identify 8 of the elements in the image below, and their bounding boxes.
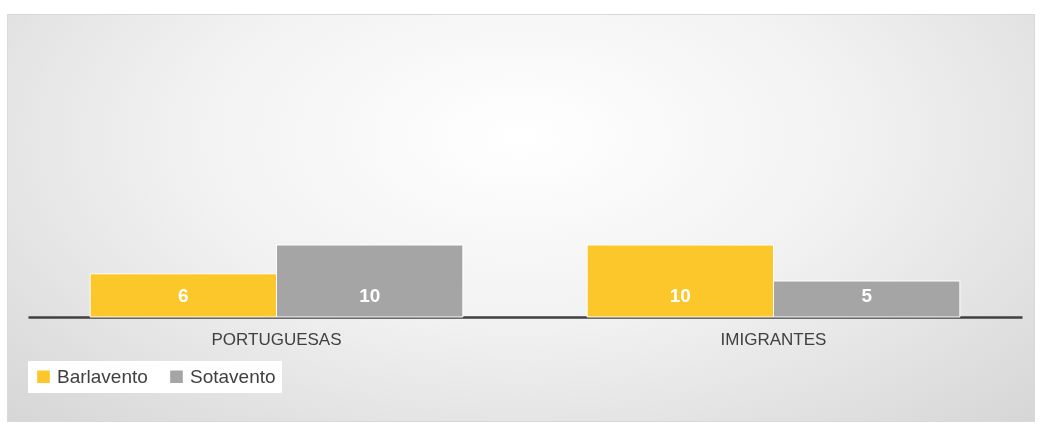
data-label: 10	[359, 285, 381, 306]
data-label: 6	[178, 285, 189, 306]
x-tick-label: PORTUGUESAS	[211, 329, 342, 349]
legend-label: Barlavento	[57, 365, 148, 387]
x-tick-label: IMIGRANTES	[720, 329, 827, 349]
legend-label: Sotavento	[190, 365, 276, 387]
data-label: 5	[861, 285, 873, 306]
data-label: 10	[669, 285, 691, 306]
